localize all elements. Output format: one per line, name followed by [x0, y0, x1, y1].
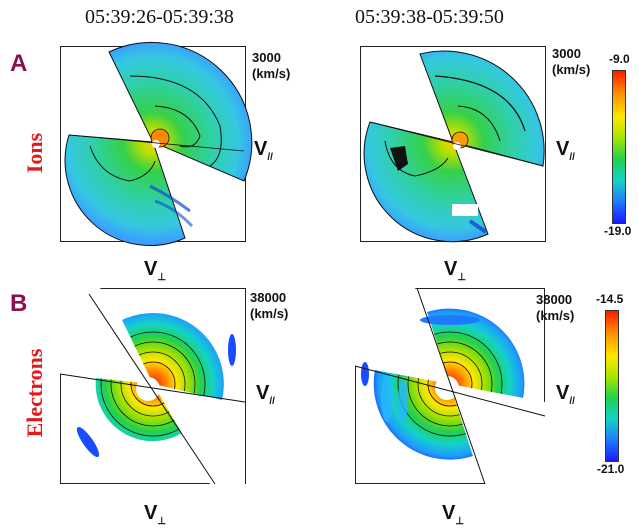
- v-perp-label-electron-right: V⊥: [442, 502, 465, 527]
- electron-sector-upper: [122, 312, 224, 400]
- species-label-ions: Ions: [22, 132, 47, 174]
- ion-colorbar-min: -19.0: [604, 224, 632, 238]
- ion-dark-patch: [390, 146, 408, 171]
- electron-core: [136, 377, 160, 401]
- electron-blob: [381, 374, 393, 422]
- ion-colorbar: [612, 70, 626, 224]
- electron-distribution-plot-right: [354, 287, 546, 485]
- electron-sector-upper: [427, 308, 525, 398]
- ion-sector-lower: [64, 134, 186, 246]
- panel-letter-b: B: [10, 290, 28, 317]
- electron-scale-right: 38000 (km/s): [536, 292, 575, 323]
- panel-letter-a: A: [10, 50, 28, 77]
- electron-blob: [361, 362, 369, 386]
- ion-scale-left: 3000 (km/s): [252, 50, 291, 81]
- v-perp-label-ion-left: V⊥: [144, 258, 167, 283]
- electron-blob: [228, 334, 236, 366]
- electron-distribution-plot-left: [59, 288, 246, 485]
- time-range-right: 05:39:38-05:39:50: [355, 6, 504, 28]
- v-parallel-label-electron-left: V//: [256, 382, 275, 407]
- ion-distribution-plot-left: [60, 41, 253, 246]
- electron-blob: [76, 426, 100, 458]
- ion-distribution-plot-right: [360, 46, 546, 243]
- v-perp-label-ion-right: V⊥: [444, 258, 467, 283]
- electron-scale-left: 38000 (km/s): [250, 290, 289, 321]
- v-parallel-label-ion-right: V//: [556, 138, 575, 163]
- v-perp-label-electron-left: V⊥: [144, 502, 167, 527]
- electron-colorbar-max: -14.5: [596, 292, 624, 306]
- ion-scale-right: 3000 (km/s): [552, 46, 591, 77]
- electron-colorbar-min: -21.0: [597, 462, 625, 476]
- v-parallel-label-ion-left: V//: [254, 138, 273, 163]
- electron-colorbar: [605, 310, 619, 462]
- ion-sector-upper: [419, 50, 545, 167]
- electron-blob: [398, 378, 408, 422]
- species-label-electrons: Electrons: [22, 348, 47, 438]
- time-range-left: 05:39:26-05:39:38: [85, 6, 234, 28]
- electron-blob: [420, 315, 480, 325]
- v-parallel-label-electron-right: V//: [556, 382, 575, 407]
- ion-colorbar-max: -9.0: [609, 52, 630, 66]
